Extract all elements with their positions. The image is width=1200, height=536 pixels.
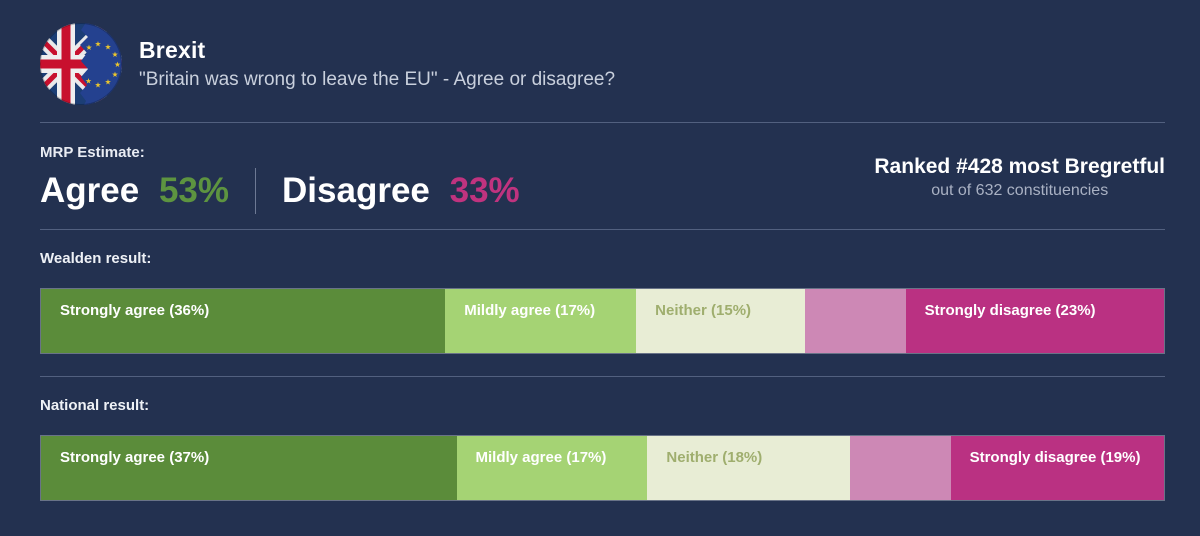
- bar-segment-label: Strongly disagree (23%): [924, 302, 1096, 319]
- disagree-label: Disagree: [282, 171, 430, 210]
- bar-segment-strongly-agree: Strongly agree (36%): [41, 289, 446, 353]
- bar-segment-mildly-disagree: [849, 436, 951, 500]
- national-result-title: National result:: [40, 397, 150, 414]
- bar-segment-strongly-disagree: Strongly disagree (23%): [905, 289, 1164, 353]
- mrp-estimate-block: MRP Estimate: Agree 53% Disagree 33%: [40, 144, 520, 214]
- bar-segment-label: Neither (15%): [655, 302, 752, 319]
- national-result-bar: Strongly agree (37%) Mildly agree (17%) Ne…: [40, 435, 1165, 501]
- svg-text:★: ★: [85, 77, 92, 86]
- bar-segment-neither: Neither (18%): [647, 436, 850, 500]
- bar-segment-mildly-agree: Mildly agree (17%): [445, 289, 637, 353]
- header-text: Brexit "Britain was wrong to leave the E…: [139, 37, 615, 91]
- bar-segment-mildly-disagree: [804, 289, 906, 353]
- ranking-block: Ranked #428 most Bregretful out of 632 c…: [874, 155, 1165, 214]
- svg-text:★: ★: [112, 70, 119, 79]
- ranking-subtitle: out of 632 constituencies: [931, 182, 1109, 199]
- bar-segment-label: Mildly agree (17%): [475, 449, 607, 466]
- svg-text:★: ★: [112, 50, 119, 59]
- disagree-stat: Disagree 33%: [282, 171, 520, 211]
- agree-label: Agree: [40, 171, 140, 210]
- agree-value: 53%: [158, 171, 230, 210]
- stat-divider: [255, 168, 257, 214]
- bar-segment-label: Strongly agree (37%): [60, 449, 210, 466]
- mrp-estimate-label: MRP Estimate:: [40, 144, 145, 161]
- wealden-result-section: Wealden result: Strongly agree (36%) Mild…: [40, 230, 1165, 354]
- bar-segment-label: Strongly disagree (19%): [969, 449, 1141, 466]
- national-result-section: National result: Strongly agree (37%) Mil…: [40, 377, 1165, 501]
- svg-text:★: ★: [114, 60, 121, 69]
- wealden-result-bar: Strongly agree (36%) Mildly agree (17%) Ne…: [40, 288, 1165, 354]
- bar-segment-strongly-disagree: Strongly disagree (19%): [950, 436, 1164, 500]
- bar-segment-label: Neither (18%): [666, 449, 763, 466]
- svg-text:★: ★: [95, 40, 102, 49]
- page-title: Brexit: [139, 37, 206, 63]
- bar-segment-mildly-agree: Mildly agree (17%): [456, 436, 648, 500]
- mrp-estimate-section: MRP Estimate: Agree 53% Disagree 33% Ran…: [40, 123, 1165, 214]
- header: ★ ★ ★ ★ ★ ★ ★ ★ ★ Brexit "Britain was wr…: [40, 0, 1165, 105]
- svg-text:★: ★: [105, 43, 112, 52]
- disagree-value: 33%: [449, 171, 520, 210]
- bar-segment-label: Strongly agree (36%): [60, 302, 210, 319]
- header-divider: [40, 122, 1165, 123]
- svg-text:★: ★: [86, 43, 93, 52]
- bar-segment-neither: Neither (15%): [636, 289, 805, 353]
- section-divider: [40, 376, 1165, 377]
- bar-segment-strongly-agree: Strongly agree (37%): [41, 436, 457, 500]
- ranking-title: Ranked #428 most Bregretful: [874, 155, 1165, 178]
- section-divider: [40, 229, 1165, 230]
- mrp-stats: Agree 53% Disagree 33%: [40, 168, 520, 214]
- wealden-result-title: Wealden result:: [40, 250, 152, 267]
- bar-segment-label: Mildly agree (17%): [464, 302, 596, 319]
- svg-text:★: ★: [95, 81, 102, 90]
- uk-eu-torn-flag-icon: ★ ★ ★ ★ ★ ★ ★ ★ ★: [40, 23, 122, 105]
- page-subtitle: "Britain was wrong to leave the EU" - Ag…: [139, 69, 616, 90]
- agree-stat: Agree 53%: [40, 171, 229, 211]
- svg-text:★: ★: [105, 78, 112, 87]
